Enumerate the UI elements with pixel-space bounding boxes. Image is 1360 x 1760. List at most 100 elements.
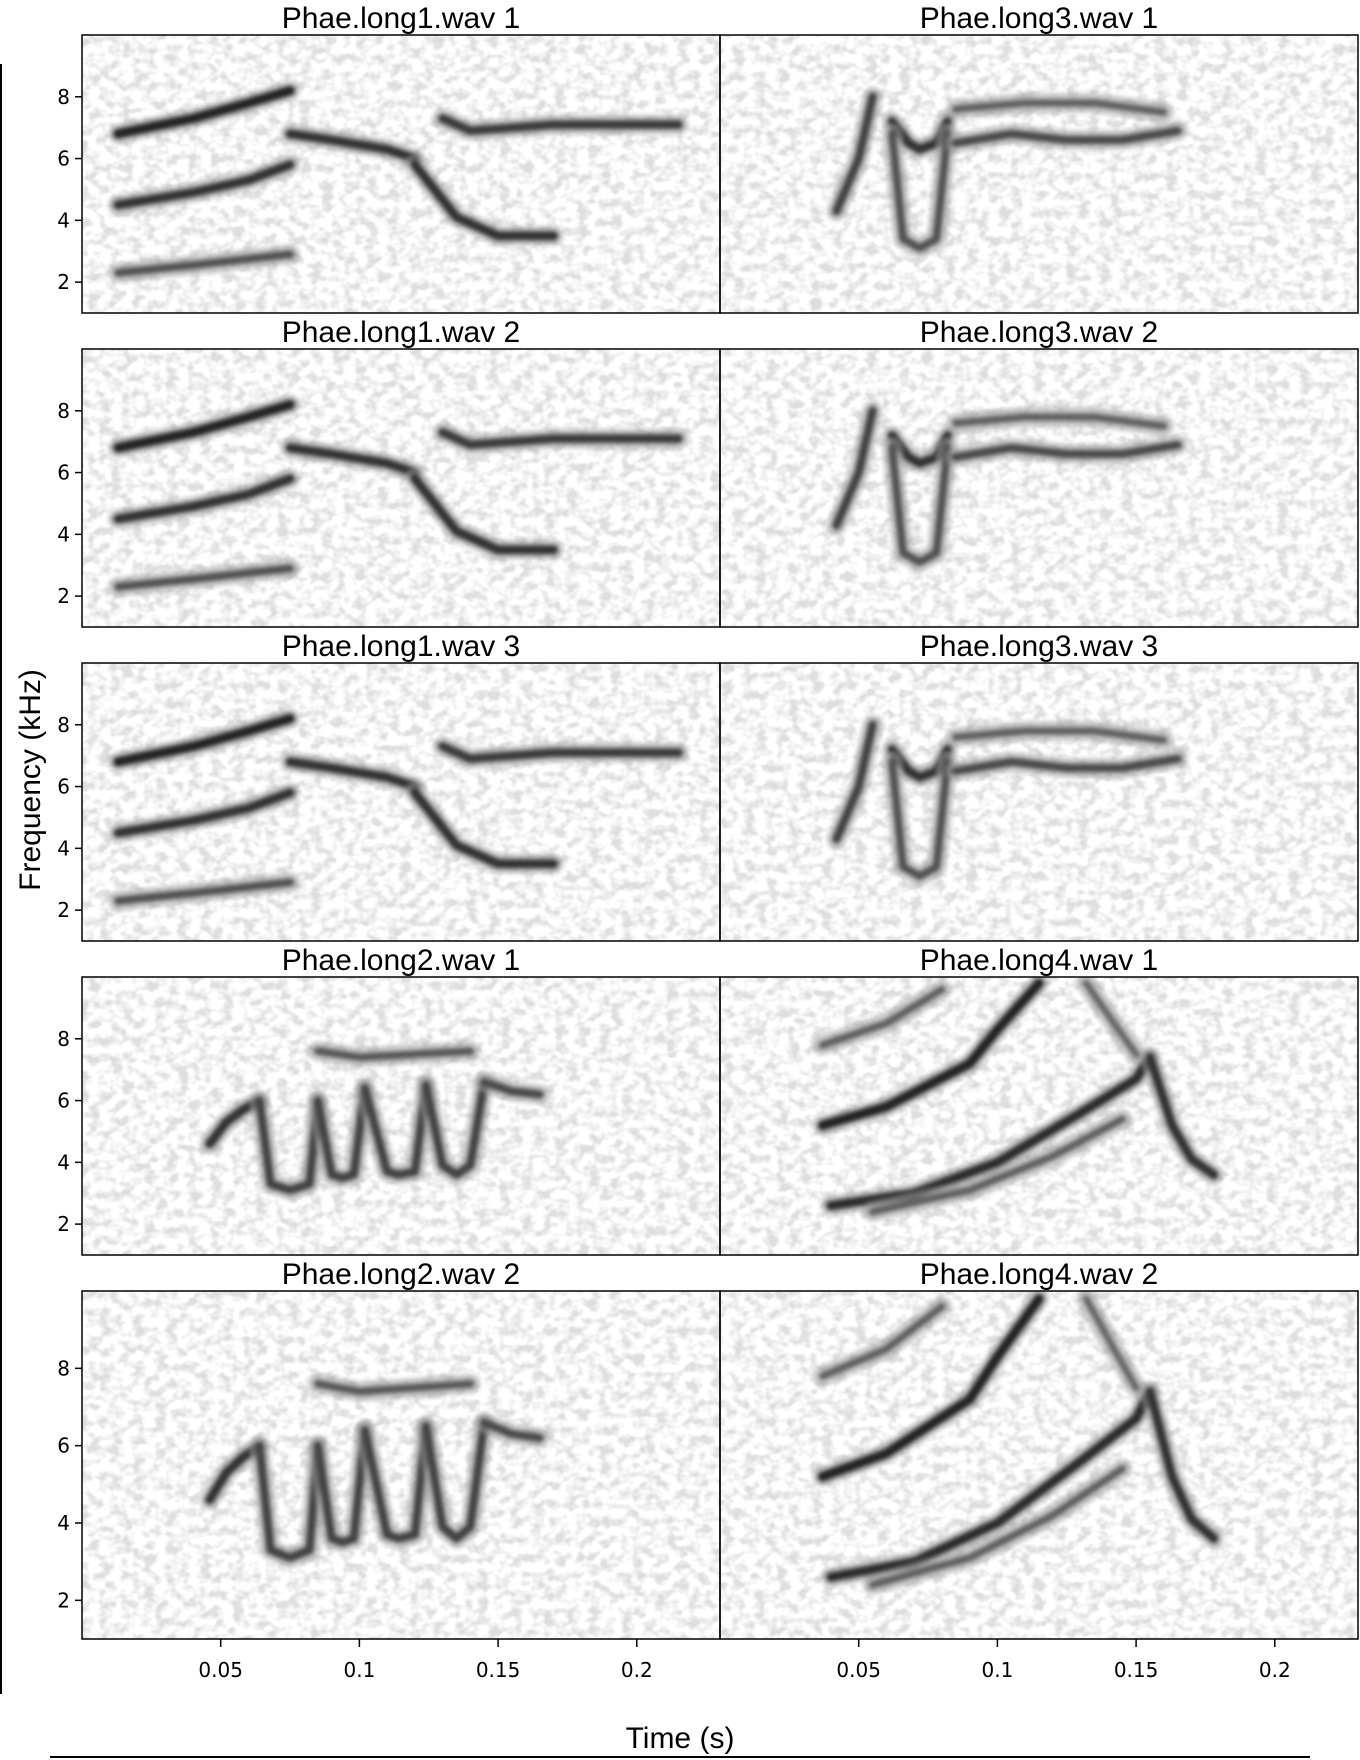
harmonic-trace: [951, 727, 1168, 745]
y-tick-label: 2: [57, 584, 70, 608]
harmonic-trace: [817, 977, 1045, 1131]
harmonic-trace: [437, 427, 684, 450]
y-tick-label: 6: [57, 775, 70, 799]
y-tick-label: 8: [57, 1027, 70, 1051]
harmonic-trace: [409, 473, 559, 555]
harmonic-trace: [1144, 1386, 1219, 1544]
x-axis-label: Time (s): [626, 1722, 735, 1755]
harmonic-trace: [825, 1052, 1156, 1211]
harmonic-trace: [313, 1047, 475, 1062]
x-tick-label: 0.05: [198, 1658, 243, 1682]
panel-title: Phae.long3.wav 1: [920, 2, 1159, 35]
harmonic-trace: [254, 1095, 323, 1195]
spectrogram-panel: Phae.long1.wav 2 2 4 6 8: [57, 316, 721, 628]
y-tick-label: 4: [57, 836, 70, 860]
harmonic-trace: [113, 159, 296, 210]
panel-frame: [719, 662, 1359, 942]
y-axis-label: Frequency (kHz): [14, 669, 47, 891]
harmonic-trace: [409, 159, 559, 241]
y-tick-label: 6: [57, 1434, 70, 1458]
y-tick-label: 4: [57, 208, 70, 232]
spectrogram-panel: Phae.long4.wav 2: [719, 1258, 1359, 1640]
harmonic-trace: [951, 440, 1183, 462]
spectrogram-panel: Phae.long3.wav 3: [719, 630, 1359, 942]
harmonic-trace: [868, 1115, 1127, 1216]
spectrogram-panel: Phae.long3.wav 2: [719, 316, 1359, 628]
harmonic-trace: [831, 720, 878, 844]
panel-title: Phae.long2.wav 2: [282, 1258, 521, 1291]
harmonic-trace: [479, 1418, 545, 1443]
harmonic-trace: [951, 99, 1168, 117]
spectrogram-noise: [720, 35, 1358, 313]
spectrogram-panel: Phae.long1.wav 3 2 4 6 8: [57, 630, 721, 942]
x-tick-label: 0.05: [836, 1658, 881, 1682]
spectrogram-panel: Phae.long2.wav 2 2 4 6 8: [57, 1258, 721, 1640]
y-tick-label: 6: [57, 147, 70, 171]
harmonic-trace: [817, 1293, 1045, 1483]
spectrogram-noise: [720, 663, 1358, 941]
x-tick-label: 0.1: [343, 1658, 375, 1682]
harmonic-trace: [437, 741, 684, 764]
spectrogram-noise: [720, 977, 1358, 1255]
harmonic-trace: [112, 399, 296, 454]
panel-title: Phae.long1.wav 2: [282, 316, 521, 349]
y-tick-label: 2: [57, 1212, 70, 1236]
panel-title: Phae.long3.wav 3: [920, 630, 1159, 663]
harmonic-trace: [887, 129, 952, 253]
harmonic-trace: [113, 564, 295, 592]
spectrogram-panel: Phae.long4.wav 1: [719, 944, 1359, 1256]
harmonic-trace: [113, 878, 295, 906]
harmonic-trace: [113, 787, 296, 838]
spectrogram-panel: Phae.long1.wav 1 2 4 6 8: [57, 2, 721, 314]
y-tick-label: 8: [57, 85, 70, 109]
y-tick-label: 2: [57, 1588, 70, 1612]
y-tick-label: 8: [57, 713, 70, 737]
harmonic-trace: [254, 1441, 323, 1563]
y-tick-label: 6: [57, 461, 70, 485]
y-tick-label: 4: [57, 1150, 70, 1174]
harmonic-trace: [313, 1379, 475, 1396]
panel-frame: [719, 1290, 1359, 1640]
harmonic-trace: [951, 413, 1168, 431]
panel-frame: [719, 976, 1359, 1256]
harmonic-trace: [284, 756, 420, 792]
panel-title: Phae.long1.wav 3: [282, 630, 521, 663]
panel-frame: [719, 34, 1359, 314]
spectrogram-panel: Phae.long2.wav 1 2 4 6 8: [57, 944, 721, 1256]
panel-title: Phae.long1.wav 1: [282, 2, 521, 35]
harmonic-trace: [1144, 1052, 1219, 1180]
harmonic-trace: [831, 92, 878, 216]
panel-title: Phae.long4.wav 2: [920, 1258, 1159, 1291]
panel-grid: Phae.long1.wav 1 2 4 6 8 Phae.long3.wav 1 Phae…: [57, 2, 1359, 1640]
harmonic-trace: [313, 1083, 370, 1183]
harmonic-trace: [112, 713, 296, 768]
harmonic-trace: [951, 754, 1183, 776]
harmonic-trace: [825, 1386, 1156, 1583]
harmonic-trace: [421, 1077, 489, 1180]
y-tick-label: 4: [57, 1511, 70, 1535]
panel-title: Phae.long2.wav 1: [282, 944, 521, 977]
x-axis: 0.05 0.1 0.15 0.2 0.05 0.1 0.15 0.2: [198, 1639, 1291, 1682]
y-tick-label: 2: [57, 898, 70, 922]
y-tick-label: 8: [57, 1356, 70, 1380]
harmonic-trace: [1082, 1295, 1140, 1392]
harmonic-trace: [284, 128, 420, 164]
spectrogram-panel: Phae.long3.wav 1: [719, 2, 1359, 314]
x-tick-label: 0.2: [621, 1658, 653, 1682]
harmonic-trace: [951, 126, 1183, 148]
panel-title: Phae.long4.wav 1: [920, 944, 1159, 977]
harmonic-trace: [887, 443, 952, 567]
harmonic-trace: [360, 1080, 431, 1180]
harmonic-trace: [887, 757, 952, 881]
spectrogram-noise: [720, 1291, 1358, 1639]
harmonic-trace: [868, 1465, 1127, 1589]
y-tick-label: 4: [57, 522, 70, 546]
spectrogram-noise: [82, 977, 720, 1255]
spectrogram-noise: [82, 1291, 720, 1639]
x-tick-label: 0.15: [1114, 1658, 1159, 1682]
harmonic-trace: [1082, 979, 1140, 1058]
panel-title: Phae.long3.wav 2: [920, 316, 1159, 349]
harmonic-trace: [437, 113, 684, 136]
y-tick-label: 8: [57, 399, 70, 423]
